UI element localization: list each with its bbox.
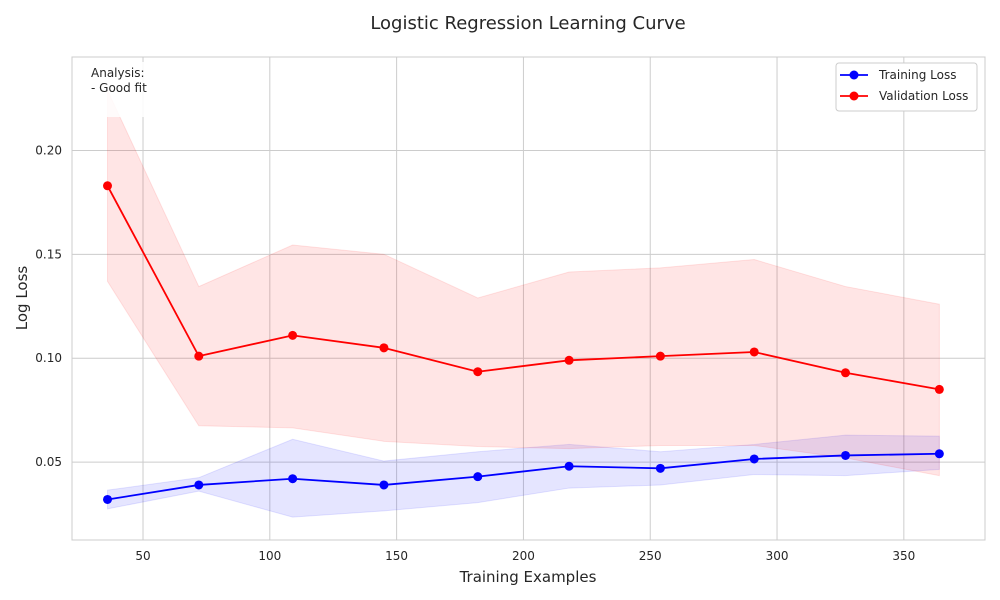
series-line [106, 185, 940, 391]
legend-marker [849, 91, 859, 101]
data-point [564, 355, 574, 365]
annotation-line: Analysis: [91, 66, 144, 80]
data-point [934, 384, 944, 394]
grid-lines [72, 57, 985, 540]
annotation-box [84, 62, 150, 117]
confidence-band [107, 90, 940, 477]
confidence-bands [107, 90, 940, 518]
y-tick-label: 0.10 [35, 351, 62, 365]
x-tick-label: 100 [258, 549, 281, 563]
y-tick-label: 0.05 [35, 455, 62, 469]
data-point [749, 454, 759, 464]
legend: Training Loss Validation Loss [835, 62, 978, 112]
data-point [194, 351, 204, 361]
legend-box [835, 62, 978, 112]
series-lines [106, 185, 940, 501]
data-point [655, 463, 665, 473]
data-point [288, 330, 298, 340]
plot-frame [71, 56, 986, 541]
x-tick-label: 200 [512, 549, 535, 563]
x-tick-label: 250 [639, 549, 662, 563]
data-point [841, 368, 851, 378]
series-markers [103, 181, 944, 504]
data-point [103, 494, 113, 504]
x-tick-label: 350 [892, 549, 915, 563]
y-axis-label: Log Loss [13, 266, 31, 331]
data-point [194, 480, 204, 490]
data-point [841, 450, 851, 460]
data-point [103, 181, 113, 191]
chart-title: Logistic Regression Learning Curve [370, 13, 685, 34]
data-point [564, 461, 574, 471]
x-tick-label: 50 [135, 549, 150, 563]
x-tick-labels: 50 100 150 200 250 300 350 [135, 549, 915, 563]
x-axis-label: Training Examples [459, 568, 597, 586]
data-point [288, 474, 298, 484]
legend-label: Training Loss [878, 68, 956, 82]
x-tick-label: 300 [766, 549, 789, 563]
y-tick-labels: 0.05 0.10 0.15 0.20 [35, 143, 62, 469]
data-point [473, 367, 483, 377]
legend-label: Validation Loss [879, 89, 968, 103]
data-point [473, 472, 483, 482]
confidence-band [107, 434, 940, 518]
y-tick-label: 0.20 [35, 143, 62, 157]
y-tick-label: 0.15 [35, 247, 62, 261]
plot-area [71, 56, 986, 541]
legend-marker [849, 70, 859, 80]
data-point [379, 480, 389, 490]
analysis-annotation: Analysis:- Good fit [84, 62, 150, 117]
data-point [655, 351, 665, 361]
data-point [749, 347, 759, 357]
x-tick-label: 150 [385, 549, 408, 563]
data-point [379, 343, 389, 353]
annotation-line: - Good fit [91, 81, 147, 95]
series-line [107, 452, 940, 501]
data-point [934, 449, 944, 459]
